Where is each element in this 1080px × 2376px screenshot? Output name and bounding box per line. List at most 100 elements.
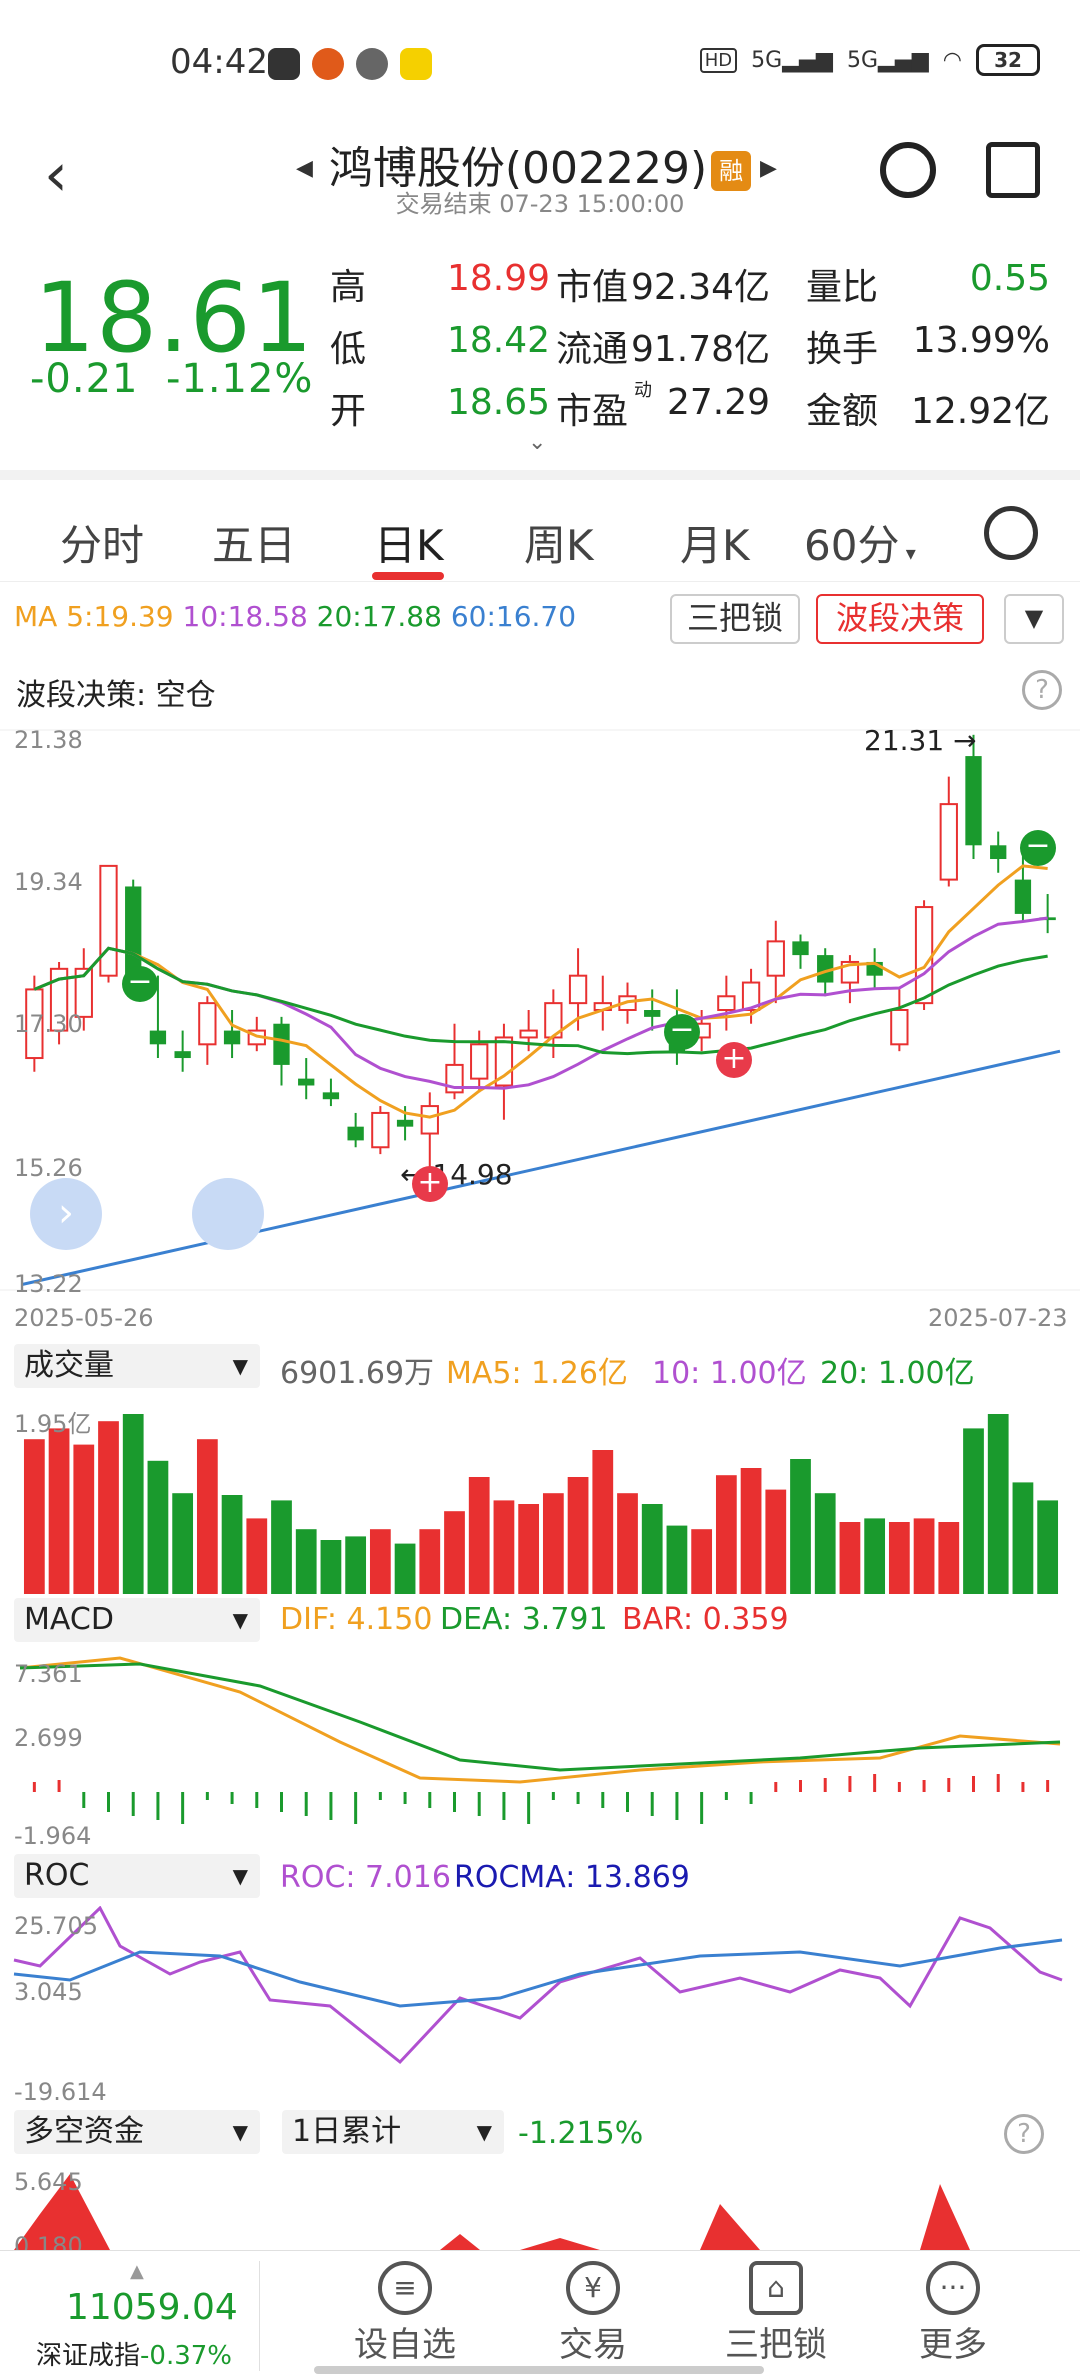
quote-value: 91.78亿 <box>630 329 770 370</box>
volume-bar <box>1012 1482 1034 1594</box>
help-icon[interactable]: ? <box>1004 2114 1044 2154</box>
volume-bar <box>617 1493 638 1594</box>
tab-five-day[interactable]: 五日 <box>212 521 297 570</box>
period-selector[interactable]: 1日累计 ▼ <box>282 2110 504 2154</box>
lock-icon: ⌂ <box>749 2261 803 2315</box>
signal-icon-2: 5G▂▄▆ <box>846 47 929 73</box>
hd-icon: HD <box>699 47 738 73</box>
boduan-button[interactable]: 波段决策 <box>816 594 984 644</box>
back-icon[interactable]: ‹ <box>44 140 68 210</box>
vol-ma10: 10: 1.00亿 <box>652 1356 807 1391</box>
quote-label: 金额 <box>806 391 879 432</box>
ma60-value: 60:16.70 <box>450 600 577 633</box>
duokong-selector[interactable]: 多空资金 ▼ <box>14 2110 260 2154</box>
volume-bar <box>493 1500 515 1594</box>
date-end: 2025-07-23 <box>928 1304 1068 1332</box>
macd-bar: BAR: 0.359 <box>622 1602 789 1637</box>
date-start: 2025-05-26 <box>14 1304 154 1332</box>
quote-value: 12.92亿 <box>910 391 1050 432</box>
duokong-area <box>14 2174 970 2250</box>
prev-stock-icon[interactable]: ◀ <box>296 156 313 181</box>
roc-selector[interactable]: ROC ▼ <box>14 1854 260 1898</box>
app-icon <box>312 48 344 80</box>
period-tabs: 分时 五日 日K 周K 月K 60分 ▾ <box>0 470 1080 582</box>
volume-bar <box>641 1504 663 1594</box>
vol-ma5: MA5: 1.26亿 <box>446 1356 628 1391</box>
volume-bar <box>765 1489 787 1594</box>
volume-bar <box>938 1522 960 1594</box>
candle-body <box>298 1078 315 1086</box>
volume-bar <box>98 1421 119 1594</box>
sell-signal-icon: − <box>664 1014 700 1050</box>
share-icon[interactable] <box>986 142 1040 198</box>
status-right: HD 5G▂▄▆ 5G▂▄▆ ◠ 32 <box>699 44 1040 76</box>
macd-dif-line <box>19 1656 1061 1784</box>
sell-signal-icon: − <box>1020 830 1056 866</box>
candle-body <box>396 1119 414 1127</box>
next-stock-icon[interactable]: ▶ <box>760 156 777 181</box>
roc-line <box>13 1906 1063 2065</box>
kline-chart[interactable] <box>0 720 1080 1300</box>
volume-chart[interactable] <box>0 1398 1080 1594</box>
y-tick: 19.34 <box>14 868 83 896</box>
candle-body <box>198 1002 217 1046</box>
duokong-chart[interactable] <box>0 2164 1080 2250</box>
tab-minute[interactable]: 分时 <box>60 521 145 570</box>
candle-body <box>914 906 934 1005</box>
expand-icon[interactable]: ⌄ <box>528 430 547 455</box>
quote-label: 流通 <box>556 329 629 370</box>
roc-chart[interactable] <box>0 1906 1080 2100</box>
nav-trade[interactable]: ¥ 交易 <box>530 2251 656 2376</box>
volume-bar <box>48 1428 70 1594</box>
volume-bar <box>468 1477 490 1594</box>
candle-body <box>371 1111 390 1149</box>
nav-watchlist[interactable]: ≡ 设自选 <box>342 2251 468 2376</box>
quote-value: 18.65 <box>446 382 550 423</box>
volume-bar <box>246 1518 268 1594</box>
search-icon[interactable] <box>880 142 936 198</box>
volume-bar <box>419 1529 441 1594</box>
quote-label: 量比 <box>806 267 879 308</box>
candle-body <box>990 845 1007 860</box>
ma-legend: MA 5:19.39 10:18.58 20:17.88 60:16.70 <box>14 600 576 633</box>
signal-icon: 5G▂▄▆ <box>751 47 833 73</box>
ma5-line <box>33 864 1048 1119</box>
buy-signal-icon: + <box>412 1166 448 1202</box>
candle-body <box>125 886 142 976</box>
yen-icon: ¥ <box>566 2261 620 2315</box>
quote-value: 18.99 <box>446 258 550 299</box>
candle-body <box>1014 879 1032 914</box>
macd-dea-line <box>19 1662 1061 1772</box>
candle-body <box>939 803 958 881</box>
volume-bar <box>814 1493 836 1594</box>
vol-axis-top: 1.95亿 <box>14 1410 92 1438</box>
macd-chart[interactable] <box>0 1652 1080 1842</box>
volume-selector[interactable]: 成交量 ▼ <box>14 1344 260 1388</box>
tab-daily-k[interactable]: 日K <box>374 521 444 570</box>
volume-bar <box>147 1460 169 1594</box>
more-icon: ··· <box>926 2261 980 2315</box>
tab-60min[interactable]: 60分 ▾ <box>804 521 916 570</box>
index-widget[interactable]: ▲ 11059.04 深证成指-0.37% <box>20 2261 260 2371</box>
help-icon[interactable]: ? <box>1022 670 1062 710</box>
volume-bar <box>1037 1500 1059 1594</box>
tab-monthly-k[interactable]: 月K <box>680 521 750 570</box>
settings-icon[interactable] <box>984 506 1038 560</box>
sanbasuo-button[interactable]: 三把锁 <box>670 594 800 644</box>
ma20-line <box>33 946 1048 1056</box>
nav-sanbasuo[interactable]: ⌂ 三把锁 <box>706 2251 846 2376</box>
tab-weekly-k[interactable]: 周K <box>524 521 594 570</box>
dropdown-icon[interactable]: ▼ <box>1004 594 1064 644</box>
candle-body <box>273 1023 290 1065</box>
volume-bar <box>913 1518 935 1594</box>
y-tick: 13.22 <box>14 1270 83 1298</box>
expand-left-icon[interactable]: › <box>30 1178 102 1250</box>
macd-y1: 7.361 <box>14 1660 83 1688</box>
macd-selector[interactable]: MACD ▼ <box>14 1598 260 1642</box>
fullscreen-icon[interactable] <box>192 1178 264 1250</box>
nav-more[interactable]: ··· 更多 <box>890 2251 1016 2376</box>
quote-label: 低 <box>330 329 367 370</box>
vol-ma20: 20: 1.00亿 <box>820 1356 975 1391</box>
rocma-value: ROCMA: 13.869 <box>454 1860 690 1895</box>
volume-bar <box>691 1529 713 1594</box>
